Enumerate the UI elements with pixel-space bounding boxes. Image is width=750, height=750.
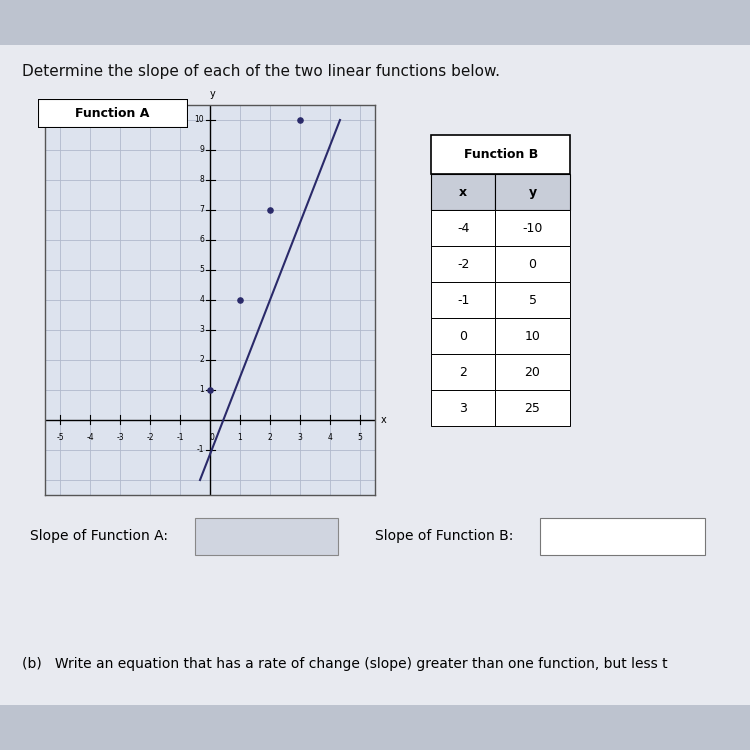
Text: -1: -1 <box>176 433 184 442</box>
Text: 5: 5 <box>200 266 204 274</box>
Text: 3: 3 <box>459 401 467 415</box>
Text: -1: -1 <box>457 293 470 307</box>
Text: Slope of Function A:: Slope of Function A: <box>30 530 168 543</box>
Bar <box>495 246 570 282</box>
Text: Slope of Function B:: Slope of Function B: <box>375 530 513 543</box>
Bar <box>495 282 570 318</box>
Bar <box>495 354 570 390</box>
Text: 1: 1 <box>238 433 242 442</box>
Point <box>264 204 276 216</box>
Text: 0: 0 <box>529 257 536 271</box>
Bar <box>495 318 570 354</box>
Bar <box>431 135 570 174</box>
Text: Determine the slope of each of the two linear functions below.: Determine the slope of each of the two l… <box>22 64 500 79</box>
Text: y: y <box>210 89 216 99</box>
Bar <box>0 45 750 705</box>
Bar <box>495 174 570 210</box>
Text: 6: 6 <box>200 236 204 244</box>
Bar <box>431 282 495 318</box>
Bar <box>495 210 570 246</box>
Text: -2: -2 <box>457 257 470 271</box>
Text: 20: 20 <box>524 365 541 379</box>
Text: y: y <box>529 185 536 199</box>
Point <box>204 384 216 396</box>
Text: -10: -10 <box>522 221 543 235</box>
Text: 0: 0 <box>459 329 467 343</box>
Text: 9: 9 <box>200 146 204 154</box>
Text: Function A: Function A <box>75 106 150 120</box>
Text: 7: 7 <box>200 206 204 214</box>
Text: x: x <box>459 185 467 199</box>
Text: 5: 5 <box>529 293 536 307</box>
Point <box>234 294 246 306</box>
Text: 3: 3 <box>298 433 302 442</box>
Text: 4: 4 <box>200 296 204 304</box>
Text: -3: -3 <box>116 433 124 442</box>
Text: -1: -1 <box>196 446 204 454</box>
Text: 0: 0 <box>210 433 214 442</box>
Text: -2: -2 <box>146 433 154 442</box>
Bar <box>495 390 570 426</box>
Text: 5: 5 <box>358 433 362 442</box>
Bar <box>195 518 338 555</box>
Text: -5: -5 <box>56 433 64 442</box>
Bar <box>431 210 495 246</box>
Text: x: x <box>381 415 387 425</box>
Bar <box>431 174 495 210</box>
Bar <box>431 354 495 390</box>
Point <box>294 114 306 126</box>
Bar <box>431 318 495 354</box>
Bar <box>540 518 705 555</box>
Text: 25: 25 <box>524 401 541 415</box>
Text: 8: 8 <box>200 176 204 184</box>
Text: 2: 2 <box>200 356 204 364</box>
Text: (b)   Write an equation that has a rate of change (slope) greater than one funct: (b) Write an equation that has a rate of… <box>22 657 668 670</box>
Text: 2: 2 <box>268 433 272 442</box>
Text: 1: 1 <box>200 386 204 394</box>
Text: 10: 10 <box>524 329 541 343</box>
Text: Function B: Function B <box>464 148 538 161</box>
Text: -4: -4 <box>86 433 94 442</box>
Text: -4: -4 <box>457 221 470 235</box>
Text: 10: 10 <box>194 116 204 124</box>
Text: 2: 2 <box>459 365 467 379</box>
Text: 4: 4 <box>328 433 332 442</box>
Bar <box>431 246 495 282</box>
Text: 3: 3 <box>200 326 204 334</box>
Bar <box>431 390 495 426</box>
